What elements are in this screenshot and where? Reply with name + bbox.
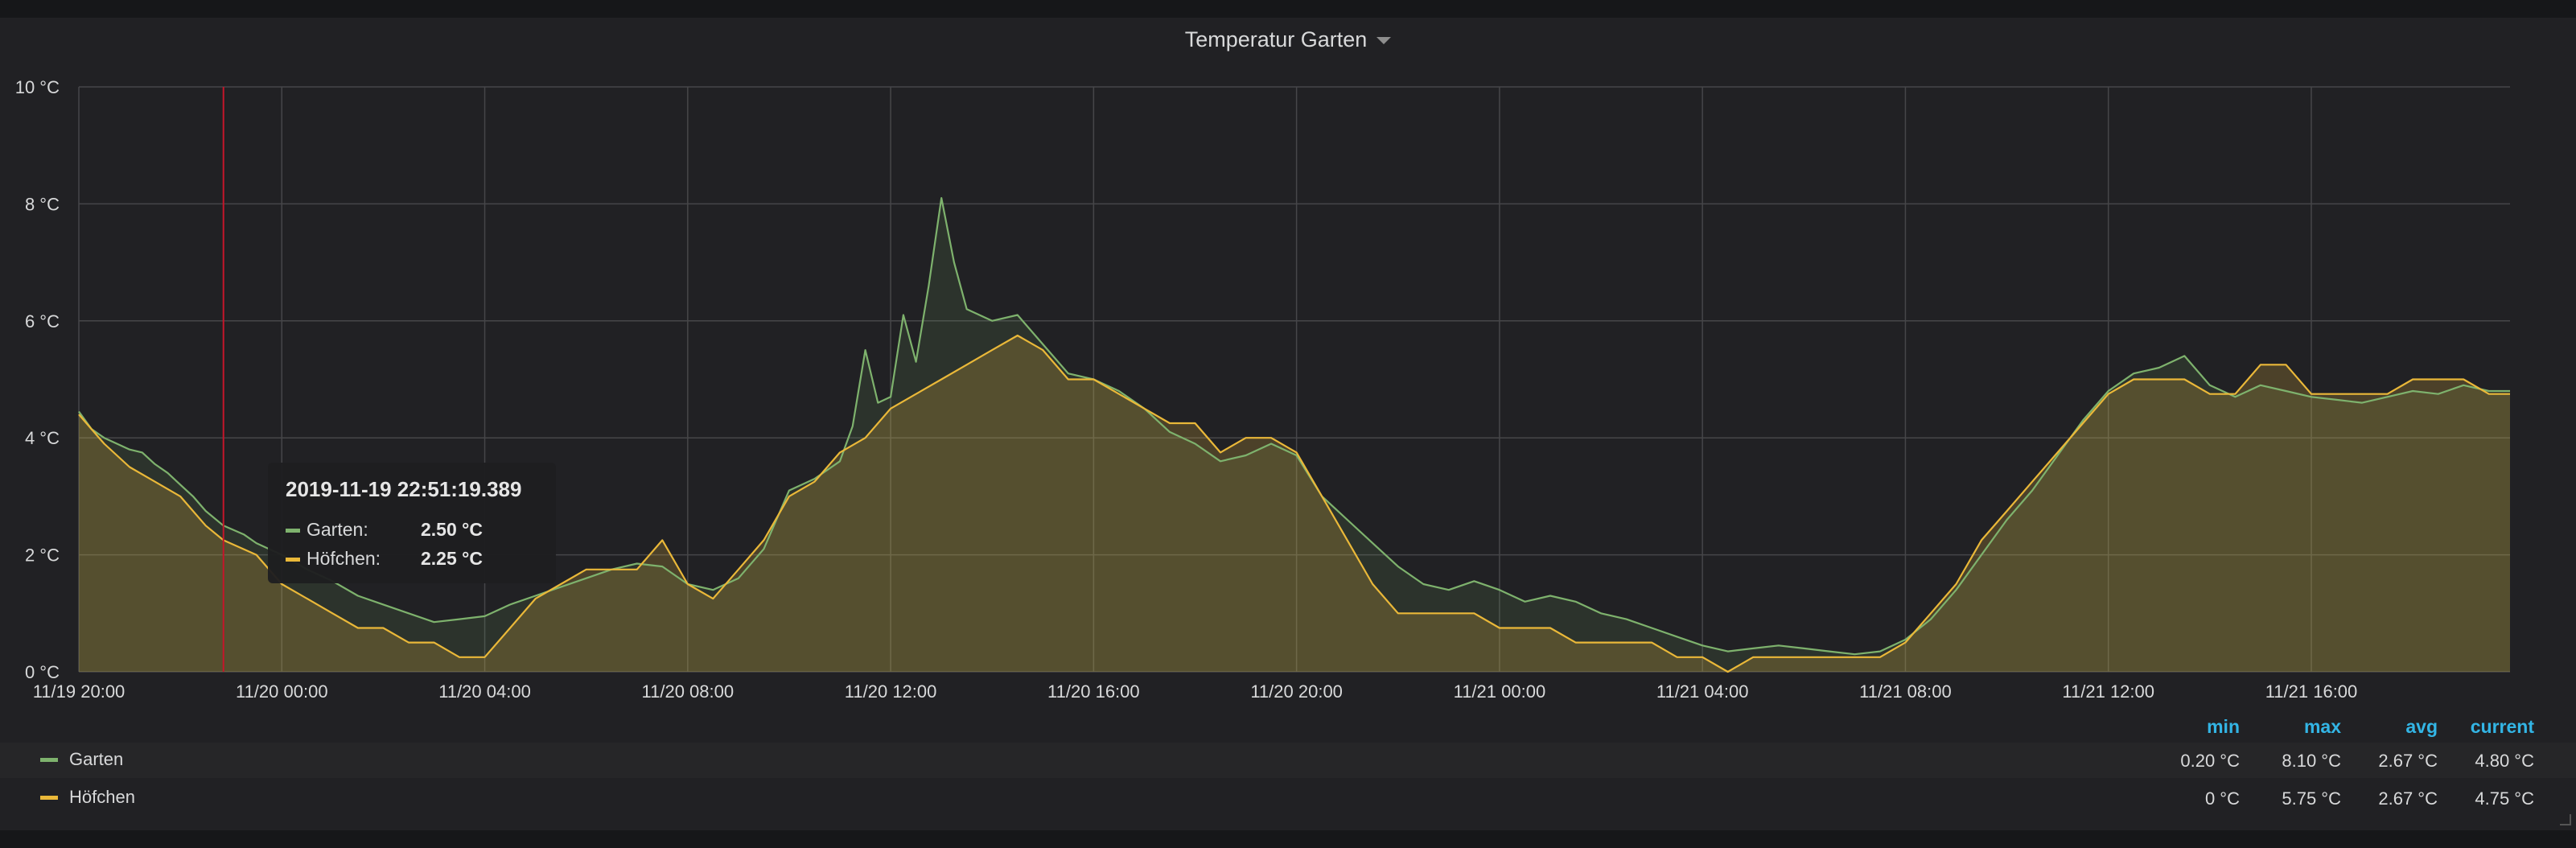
temperature-chart[interactable]: 0 °C 2 °C 4 °C 6 °C 8 °C 10 °C 11/19 20:00 11/2…	[0, 18, 2576, 830]
series-line-hoefchen	[78, 334, 2510, 673]
legend-swatch-garten[interactable]	[40, 758, 58, 762]
legend-row-hoefchen[interactable]: Höfchen 0 °C 5.75 °C 2.67 °C 4.75 °C	[0, 780, 2576, 816]
panel-title: Temperatur Garten	[1184, 27, 1368, 51]
legend-max-value: 8.10 °C	[2282, 751, 2341, 771]
legend-header-avg[interactable]: avg	[2405, 716, 2438, 737]
legend-current-value: 4.80 °C	[2475, 751, 2534, 771]
chevron-down-icon	[1376, 37, 1392, 45]
legend-row-garten[interactable]: Garten 0.20 °C 8.10 °C 2.67 °C 4.80 °C	[0, 743, 2576, 778]
hover-tooltip: 2019-11-19 22:51:19.389 Garten: 2.50 °C H…	[268, 463, 556, 583]
graph-panel: Temperatur Garten 0 °C 2 °C 4 °C 6 °C 8 °C 10…	[0, 18, 2576, 830]
tooltip-swatch-hoefchen	[286, 558, 300, 562]
x-tick-label: 11/20 00:00	[236, 681, 328, 702]
x-tick-label: 11/20 12:00	[845, 681, 937, 702]
y-tick-label: 8 °C	[25, 194, 60, 214]
series-area-1	[79, 335, 2510, 672]
legend-current-value: 4.75 °C	[2475, 788, 2534, 809]
y-tick-label: 10 °C	[15, 77, 60, 97]
tooltip-series-name: Garten:	[307, 519, 368, 540]
tooltip-row-garten: Garten: 2.50 °C	[286, 519, 483, 541]
x-tick-label: 11/21 08:00	[1859, 681, 1952, 702]
legend-max-value: 5.75 °C	[2282, 788, 2341, 809]
resize-handle[interactable]	[2560, 814, 2571, 825]
tooltip-series-value: 2.50 °C	[421, 519, 483, 540]
x-tick-label: 11/21 12:00	[2062, 681, 2154, 702]
tooltip-swatch-garten	[286, 529, 300, 533]
x-tick-label: 11/20 04:00	[438, 681, 531, 702]
tooltip-series-name: Höfchen:	[307, 548, 381, 569]
legend-header-max[interactable]: max	[2303, 716, 2341, 737]
legend-header-min[interactable]: min	[2207, 716, 2240, 737]
x-tick-label: 11/20 20:00	[1250, 681, 1343, 702]
y-tick-label: 0 °C	[25, 662, 60, 682]
legend-swatch-hoefchen[interactable]	[40, 796, 58, 800]
legend-series-name[interactable]: Garten	[69, 749, 124, 769]
tooltip-series-value: 2.25 °C	[421, 548, 483, 569]
x-tick-label: 11/20 08:00	[642, 681, 735, 702]
x-tick-label: 11/20 16:00	[1047, 681, 1140, 702]
y-tick-label: 2 °C	[25, 545, 60, 566]
x-tick-label: 11/19 20:00	[33, 681, 126, 702]
tooltip-time: 2019-11-19 22:51:19.389	[286, 477, 522, 501]
legend-avg-value: 2.67 °C	[2378, 751, 2438, 771]
x-tick-label: 11/21 04:00	[1656, 681, 1749, 702]
y-tick-label: 6 °C	[25, 311, 60, 331]
panel-title-menu[interactable]: Temperatur Garten	[0, 27, 2576, 52]
series-line-garten	[78, 197, 2510, 656]
legend-header-current[interactable]: current	[2470, 716, 2534, 737]
tooltip-row-hoefchen: Höfchen: 2.25 °C	[286, 548, 483, 570]
x-tick-label: 11/21 16:00	[2265, 681, 2358, 702]
legend-min-value: 0.20 °C	[2180, 751, 2240, 771]
series-area-0	[79, 198, 2510, 673]
legend-avg-value: 2.67 °C	[2378, 788, 2438, 809]
legend-min-value: 0 °C	[2204, 788, 2240, 809]
x-tick-label: 11/21 00:00	[1454, 681, 1546, 702]
y-tick-label: 4 °C	[25, 428, 60, 448]
legend-series-name[interactable]: Höfchen	[69, 787, 135, 807]
